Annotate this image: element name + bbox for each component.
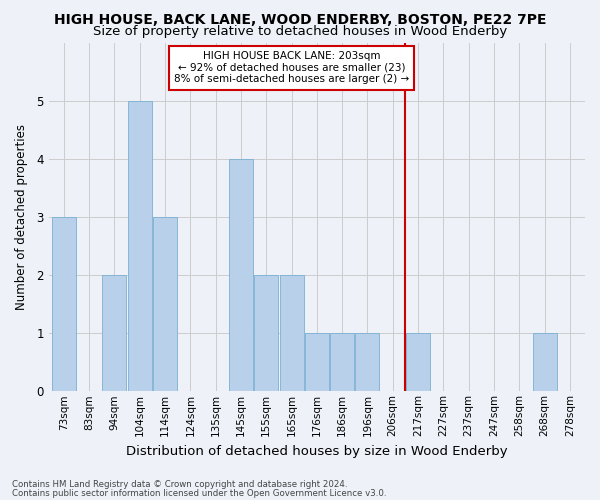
Text: HIGH HOUSE, BACK LANE, WOOD ENDERBY, BOSTON, PE22 7PE: HIGH HOUSE, BACK LANE, WOOD ENDERBY, BOS… [54,12,546,26]
Bar [330,333,354,392]
Bar [103,275,127,392]
Y-axis label: Number of detached properties: Number of detached properties [15,124,28,310]
Bar [229,159,253,392]
Text: Size of property relative to detached houses in Wood Enderby: Size of property relative to detached ho… [93,25,507,38]
Text: Contains public sector information licensed under the Open Government Licence v3: Contains public sector information licen… [12,489,386,498]
Bar [128,100,152,392]
Bar [533,333,557,392]
Text: HIGH HOUSE BACK LANE: 203sqm
← 92% of detached houses are smaller (23)
8% of sem: HIGH HOUSE BACK LANE: 203sqm ← 92% of de… [174,51,409,84]
Bar [280,275,304,392]
Bar [305,333,329,392]
Bar [355,333,379,392]
Bar [406,333,430,392]
Text: Contains HM Land Registry data © Crown copyright and database right 2024.: Contains HM Land Registry data © Crown c… [12,480,347,489]
Bar [254,275,278,392]
Bar [52,217,76,392]
X-axis label: Distribution of detached houses by size in Wood Enderby: Distribution of detached houses by size … [126,444,508,458]
Bar [153,217,177,392]
